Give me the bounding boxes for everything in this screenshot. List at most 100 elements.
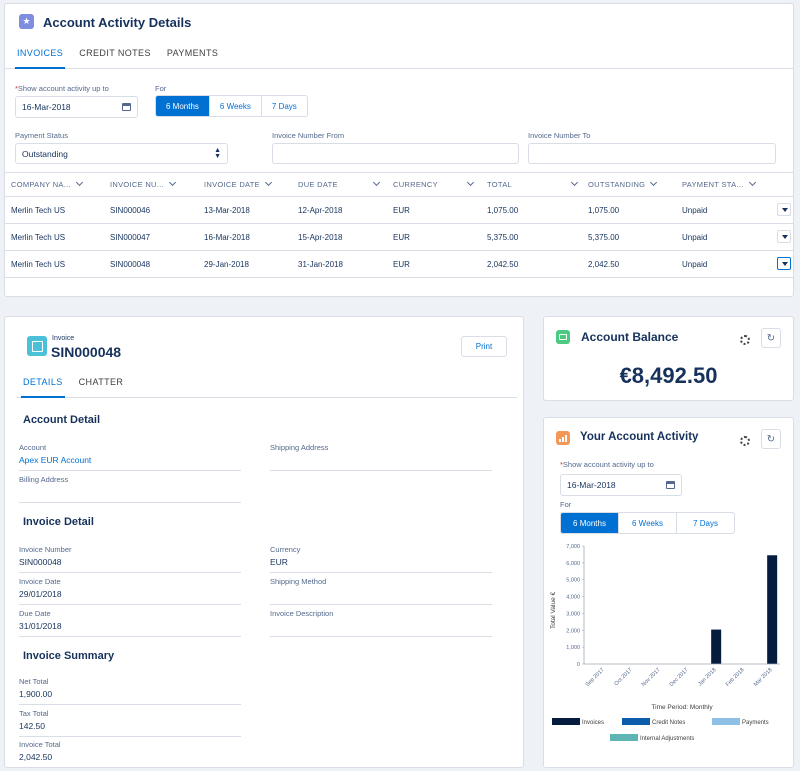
col-payment-status[interactable]: PAYMENT STA... xyxy=(671,172,767,197)
bar-invoices[interactable] xyxy=(711,629,722,664)
cell-outstanding: 5,375.00 xyxy=(577,223,672,251)
account-link[interactable]: Apex EUR Account xyxy=(19,455,92,465)
invoice-to-input[interactable] xyxy=(528,143,776,164)
field-value: 31/01/2018 xyxy=(19,621,62,631)
period-7-days[interactable]: 7 Days xyxy=(260,96,307,116)
col-company[interactable]: COMPANY NA... xyxy=(5,172,100,197)
field-value: 1,900.00 xyxy=(19,689,53,699)
period-6-months[interactable]: 6 Months xyxy=(561,513,618,533)
legend-swatch[interactable] xyxy=(610,734,638,741)
tab-chatter[interactable]: CHATTER xyxy=(78,377,124,387)
calendar-icon[interactable] xyxy=(666,481,675,489)
legend-swatch[interactable] xyxy=(622,718,650,725)
y-tick-label: 6,000 xyxy=(566,561,580,567)
tab-credit-notes[interactable]: CREDIT NOTES xyxy=(79,48,151,58)
print-button[interactable]: Print xyxy=(461,336,507,357)
invoice-tabs: DETAILS CHATTER xyxy=(17,377,517,398)
chevron-down-icon[interactable] xyxy=(372,178,380,187)
row-actions-button[interactable] xyxy=(776,202,791,216)
refresh-button[interactable]: ↻ xyxy=(761,429,781,449)
cell-total: 5,375.00 xyxy=(477,223,578,251)
your-activity-card: Your Account Activity ↻ *Show account ac… xyxy=(543,417,794,768)
cell-invoice-number: SIN000046 xyxy=(100,196,194,224)
row-actions-button[interactable] xyxy=(776,256,791,270)
col-due-date[interactable]: DUE DATE xyxy=(288,172,383,197)
row-actions-button[interactable] xyxy=(776,229,791,243)
balance-title: Account Balance xyxy=(581,330,679,344)
account-detail-heading: Account Detail xyxy=(23,414,101,426)
cell-invoice-number: SIN000048 xyxy=(100,250,194,278)
activity-date-input[interactable]: 16-Mar-2018 xyxy=(15,96,138,118)
field-label: Tax Total xyxy=(19,709,49,718)
y-tick-label: 3,000 xyxy=(566,611,580,617)
chevron-down-icon[interactable] xyxy=(75,178,83,187)
chevron-down-icon[interactable] xyxy=(748,178,756,187)
gear-icon[interactable] xyxy=(740,335,750,345)
account-balance-card: Account Balance ↻ €8,492.50 xyxy=(543,316,794,401)
field-value: 29/01/2018 xyxy=(19,589,62,599)
chevron-down-icon[interactable] xyxy=(466,178,474,187)
col-outstanding[interactable]: OUTSTANDING xyxy=(577,172,672,197)
field-value: 142.50 xyxy=(19,721,45,731)
account-field: Account Apex EUR Account xyxy=(19,441,241,471)
col-invoice-date[interactable]: INVOICE DATE xyxy=(194,172,288,197)
col-currency[interactable]: CURRENCY xyxy=(383,172,477,197)
col-invoice-number[interactable]: INVOICE NU... xyxy=(100,172,194,197)
legend-label[interactable]: Payments xyxy=(742,720,769,726)
invoice-from-input[interactable] xyxy=(272,143,519,164)
shipping-address-field: Shipping Address xyxy=(270,441,492,471)
col-total[interactable]: TOTAL xyxy=(477,172,579,197)
chevron-down-icon[interactable] xyxy=(264,178,273,187)
billing-address-field: Billing Address xyxy=(19,473,241,503)
calendar-icon[interactable] xyxy=(122,103,131,111)
cell-total: 2,042.50 xyxy=(477,250,578,278)
your-activity-date-input[interactable]: 16-Mar-2018 xyxy=(560,474,682,496)
payment-status-label: Payment Status xyxy=(15,131,68,140)
bar-invoices[interactable] xyxy=(767,555,778,664)
cell-currency: EUR xyxy=(383,223,477,251)
invoice-total-field: Invoice Total 2,042.50 xyxy=(19,738,241,768)
gear-icon[interactable] xyxy=(740,436,750,446)
legend-label[interactable]: Credit Notes xyxy=(652,720,685,726)
chevron-down-icon[interactable] xyxy=(570,178,579,187)
cell-company: Merlin Tech US xyxy=(5,223,100,251)
period-6-months[interactable]: 6 Months xyxy=(156,96,209,116)
field-label: Shipping Method xyxy=(270,577,327,586)
col-actions xyxy=(766,172,793,197)
chevron-down-icon[interactable] xyxy=(650,178,658,187)
tab-details[interactable]: DETAILS xyxy=(21,377,65,398)
period-7-days[interactable]: 7 Days xyxy=(676,513,734,533)
x-tick-label: Oct 2017 xyxy=(614,667,634,687)
chevron-down-icon[interactable] xyxy=(168,178,176,187)
table-row[interactable]: Merlin Tech US SIN000047 16-Mar-2018 15-… xyxy=(5,223,793,251)
cell-currency: EUR xyxy=(383,250,477,278)
period-6-weeks[interactable]: 6 Weeks xyxy=(208,96,261,116)
legend-swatch[interactable] xyxy=(552,718,580,725)
field-label: Currency xyxy=(270,545,301,554)
field-value: EUR xyxy=(270,557,288,567)
tab-payments[interactable]: PAYMENTS xyxy=(166,48,219,58)
period-toggle: 6 Months 6 Weeks 7 Days xyxy=(155,95,308,117)
balance-amount: €8,492.50 xyxy=(619,363,718,388)
cell-payment-status: Unpaid xyxy=(671,250,767,278)
tab-invoices[interactable]: INVOICES xyxy=(14,48,66,69)
legend-label[interactable]: Invoices xyxy=(582,720,604,726)
x-tick-label: Mar 2018 xyxy=(753,667,774,688)
table-row[interactable]: Merlin Tech US SIN000046 13-Mar-2018 12-… xyxy=(5,196,793,224)
x-tick-label: Jan 2018 xyxy=(697,667,717,687)
legend-swatch[interactable] xyxy=(712,718,740,725)
legend-label[interactable]: Internal Adjustments xyxy=(640,736,694,742)
field-label: Shipping Address xyxy=(270,443,329,452)
cell-payment-status: Unpaid xyxy=(671,223,767,251)
payment-status-select[interactable]: Outstanding ▲ ▼ xyxy=(15,143,228,164)
activity-title: Account Activity Details xyxy=(43,15,192,30)
refresh-icon: ↻ xyxy=(766,332,776,344)
cell-actions xyxy=(766,223,793,251)
table-row[interactable]: Merlin Tech US SIN000048 29-Jan-2018 31-… xyxy=(5,250,793,278)
refresh-button[interactable]: ↻ xyxy=(761,328,781,348)
show-activity-label: *Show account activity up to xyxy=(560,460,654,469)
activity-header-icon: ★ xyxy=(19,14,34,29)
activity-tabs: INVOICES CREDIT NOTES PAYMENTS xyxy=(5,48,793,69)
period-6-weeks[interactable]: 6 Weeks xyxy=(618,513,676,533)
cell-outstanding: 1,075.00 xyxy=(577,196,672,224)
